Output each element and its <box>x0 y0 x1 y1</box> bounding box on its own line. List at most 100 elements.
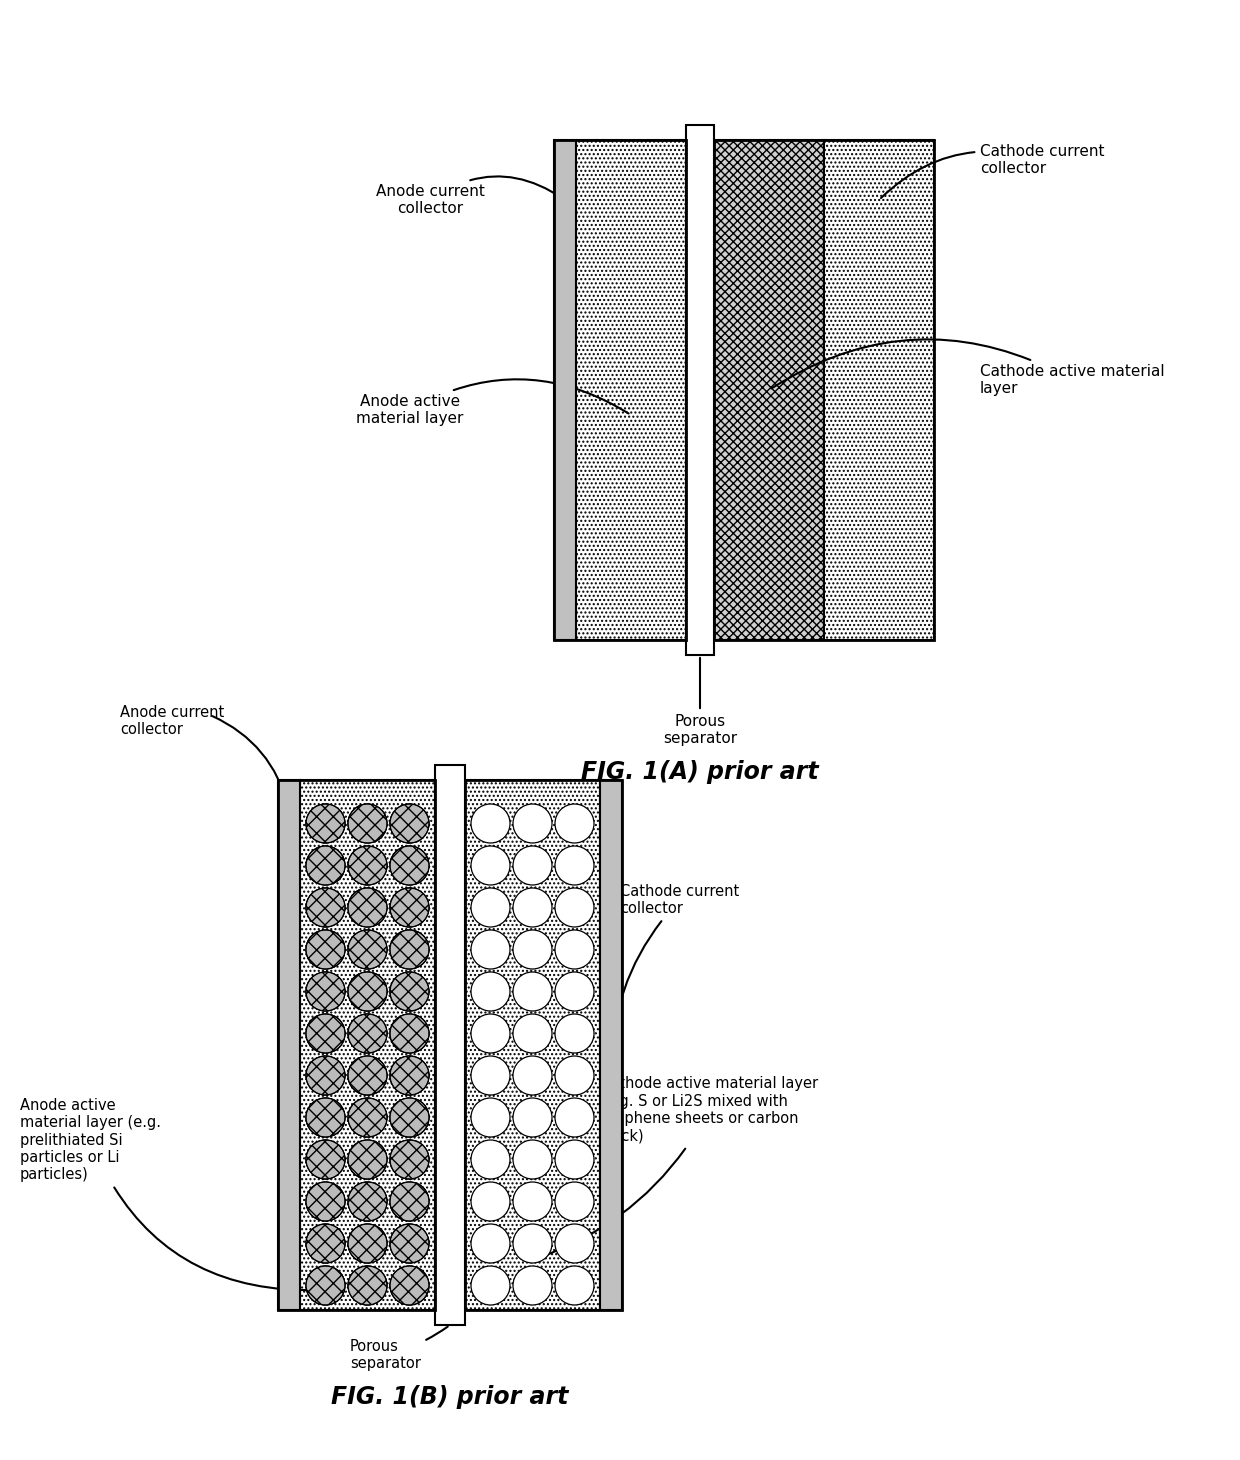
Circle shape <box>348 1223 387 1263</box>
Circle shape <box>348 1015 387 1053</box>
Circle shape <box>513 972 552 1010</box>
Bar <box>686 126 714 656</box>
Circle shape <box>348 972 387 1010</box>
Circle shape <box>391 1266 429 1305</box>
Circle shape <box>391 1223 429 1263</box>
Circle shape <box>306 845 345 885</box>
Circle shape <box>391 930 429 969</box>
Circle shape <box>306 1140 345 1180</box>
Circle shape <box>348 1266 387 1305</box>
Circle shape <box>348 1056 387 1095</box>
Circle shape <box>391 972 429 1010</box>
Bar <box>714 140 825 639</box>
Circle shape <box>391 804 429 842</box>
Text: Anode current
collector: Anode current collector <box>376 177 563 216</box>
Circle shape <box>556 1183 594 1221</box>
Circle shape <box>391 1015 429 1053</box>
Circle shape <box>471 804 510 842</box>
Text: Anode active
material layer (e.g.
prelithiated Si
particles or Li
particles): Anode active material layer (e.g. prelit… <box>20 1098 317 1291</box>
Circle shape <box>471 972 510 1010</box>
Circle shape <box>391 845 429 885</box>
Circle shape <box>348 1098 387 1137</box>
Circle shape <box>306 972 345 1010</box>
Circle shape <box>391 1056 429 1095</box>
Circle shape <box>306 1223 345 1263</box>
Circle shape <box>348 1266 387 1305</box>
Circle shape <box>556 972 594 1010</box>
Circle shape <box>306 1056 345 1095</box>
Circle shape <box>391 1140 429 1180</box>
Circle shape <box>513 930 552 969</box>
Text: Porous
separator: Porous separator <box>350 1327 448 1371</box>
Circle shape <box>348 888 387 927</box>
Circle shape <box>348 1098 387 1137</box>
Circle shape <box>391 804 429 842</box>
Circle shape <box>513 1223 552 1263</box>
Circle shape <box>306 1015 345 1053</box>
Circle shape <box>471 888 510 927</box>
Circle shape <box>391 1015 429 1053</box>
Circle shape <box>471 1266 510 1305</box>
Circle shape <box>306 1015 345 1053</box>
Circle shape <box>348 804 387 842</box>
Text: Cathode current
collector: Cathode current collector <box>611 883 739 1069</box>
Circle shape <box>391 888 429 927</box>
Circle shape <box>556 888 594 927</box>
Circle shape <box>348 845 387 885</box>
Bar <box>278 780 435 1310</box>
Circle shape <box>348 1183 387 1221</box>
Circle shape <box>556 804 594 842</box>
Circle shape <box>306 1098 345 1137</box>
Text: FIG. 1(B) prior art: FIG. 1(B) prior art <box>331 1386 569 1409</box>
Circle shape <box>348 1015 387 1053</box>
Bar <box>554 140 577 639</box>
Circle shape <box>556 1098 594 1137</box>
Text: FIG. 1(A) prior art: FIG. 1(A) prior art <box>582 761 818 784</box>
Circle shape <box>348 845 387 885</box>
Circle shape <box>391 1266 429 1305</box>
Circle shape <box>513 1140 552 1180</box>
Bar <box>465 780 600 1310</box>
Circle shape <box>391 930 429 969</box>
Circle shape <box>348 972 387 1010</box>
Circle shape <box>348 1056 387 1095</box>
Circle shape <box>348 1183 387 1221</box>
Circle shape <box>306 888 345 927</box>
Text: Cathode current
collector: Cathode current collector <box>880 143 1105 199</box>
Circle shape <box>391 1183 429 1221</box>
Circle shape <box>306 804 345 842</box>
Circle shape <box>348 888 387 927</box>
Circle shape <box>556 1015 594 1053</box>
Circle shape <box>391 1098 429 1137</box>
Circle shape <box>513 845 552 885</box>
Circle shape <box>306 930 345 969</box>
Text: Anode current
collector: Anode current collector <box>120 705 224 737</box>
Circle shape <box>471 1223 510 1263</box>
Circle shape <box>471 1183 510 1221</box>
Circle shape <box>306 1223 345 1263</box>
Circle shape <box>471 845 510 885</box>
Circle shape <box>348 930 387 969</box>
Circle shape <box>556 930 594 969</box>
Circle shape <box>471 1015 510 1053</box>
Circle shape <box>513 1056 552 1095</box>
Circle shape <box>471 1056 510 1095</box>
Circle shape <box>306 888 345 927</box>
Circle shape <box>391 1098 429 1137</box>
Circle shape <box>391 1223 429 1263</box>
Circle shape <box>471 1098 510 1137</box>
Circle shape <box>556 1223 594 1263</box>
Circle shape <box>556 1266 594 1305</box>
Circle shape <box>513 1098 552 1137</box>
Bar <box>435 765 465 1326</box>
Circle shape <box>306 1183 345 1221</box>
Circle shape <box>513 804 552 842</box>
Circle shape <box>348 930 387 969</box>
Circle shape <box>306 1098 345 1137</box>
Bar <box>465 780 622 1310</box>
Circle shape <box>556 1140 594 1180</box>
Circle shape <box>556 845 594 885</box>
Bar <box>714 140 934 639</box>
Circle shape <box>391 972 429 1010</box>
Circle shape <box>556 1056 594 1095</box>
